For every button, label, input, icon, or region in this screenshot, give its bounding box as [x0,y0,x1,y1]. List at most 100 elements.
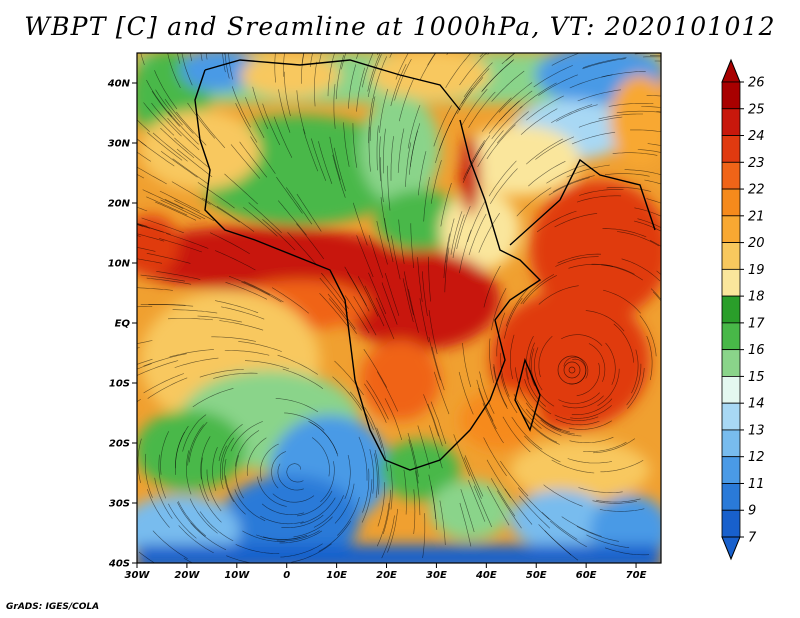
streamline [200,457,210,502]
plot-frame [136,52,662,564]
streamline [481,59,515,92]
streamline [496,111,529,144]
streamline [189,53,192,62]
streamline [140,274,186,282]
streamline [397,128,405,173]
streamline [200,436,211,480]
streamline [597,368,620,406]
streamline [479,371,495,414]
streamline [244,360,289,370]
streamline [427,53,436,66]
streamline [463,140,485,180]
streamline [199,483,222,523]
streamline [579,189,624,196]
lat-tick-label: 40S [108,559,130,570]
streamline [535,136,575,160]
streamline [644,179,661,185]
streamline [257,476,287,507]
streamline [140,53,145,65]
colorbar-label: 22 [748,183,765,198]
streamline [423,394,439,437]
streamline [283,53,285,77]
lon-tick-label: 50E [526,570,547,581]
streamline [146,196,188,216]
streamline [262,219,296,251]
streamline [174,200,215,222]
streamline [143,353,187,367]
streamline [151,91,181,127]
streamline [291,543,332,563]
lat-axis: 40N 30N 20N 10N EQ 10S 20S 30S 40S [107,79,137,570]
streamline [562,395,604,409]
streamline [505,287,529,327]
streamline [344,295,370,334]
streamline [243,281,284,303]
streamline [252,86,269,130]
streamline [137,258,163,264]
streamline [516,187,552,217]
streamline [284,412,325,431]
streamline [329,136,341,181]
streamline [318,141,333,185]
streamline [440,182,452,227]
streamline [151,102,182,137]
streamline [554,213,598,228]
streamline [137,233,165,242]
streamline [159,190,200,212]
streamline [363,349,388,388]
lat-tick-label: 10N [108,259,131,270]
streamline [221,437,235,481]
streamline [160,199,202,220]
colorbar-swatch [721,161,741,190]
streamline [222,53,224,54]
lon-tick-label: 10E [326,570,347,581]
streamline [568,263,613,269]
streamline [341,53,347,70]
streamline [398,219,405,264]
plot-area [137,53,661,563]
colorbar-bottom-arrow [721,536,741,561]
streamline [377,53,379,56]
streamline [177,501,206,537]
colorbar-label: 24 [748,129,765,144]
streamline [366,380,389,420]
streamline [174,137,209,168]
streamline [601,71,646,78]
streamline [528,161,566,187]
streamline [277,354,318,375]
streamline [214,250,256,271]
streamline [206,469,222,512]
streamline [422,513,426,558]
streamline [311,138,327,181]
streamline [605,342,616,385]
streamline [445,53,472,88]
streamline [387,165,391,211]
streamline [178,525,214,554]
streamline [357,276,379,317]
streamline [271,287,309,314]
streamline [621,258,661,282]
streamline [219,445,227,490]
colorbar-swatch [721,268,741,297]
streamline [152,530,188,559]
colorbar-top-arrow [721,58,741,83]
streamline [459,229,472,274]
streamline [422,271,428,316]
streamline [600,460,644,473]
streamline [410,223,414,269]
colorbar-swatch [721,108,741,136]
streamline [586,534,630,548]
streamline [364,285,385,327]
streamline [458,371,474,415]
streamline [296,490,333,517]
streamline [224,53,230,79]
streamline [241,281,282,303]
streamline [585,310,625,332]
streamline [522,414,558,443]
streamline [592,500,637,504]
streamline [176,111,207,146]
streamline [159,238,202,253]
streamline [313,495,344,528]
streamline [430,485,438,530]
streamline [557,253,602,264]
